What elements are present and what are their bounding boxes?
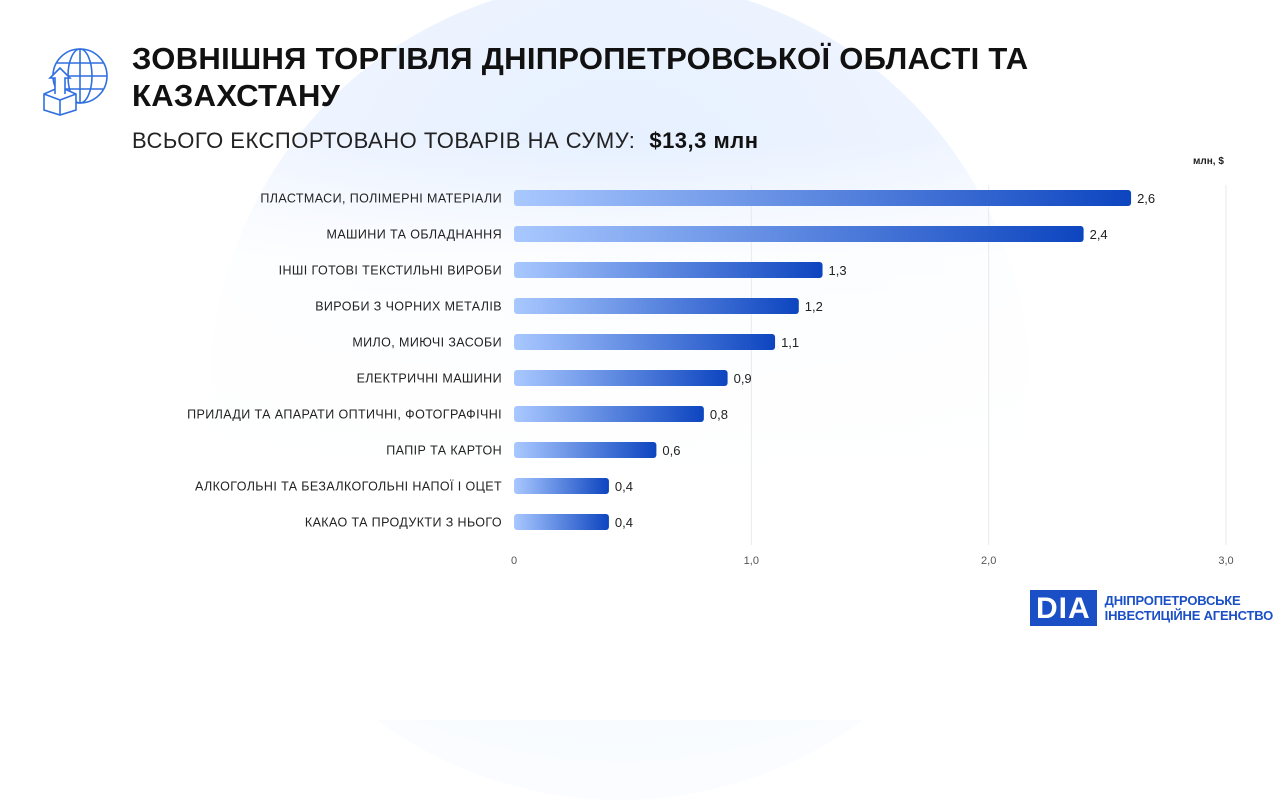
x-tick-label: 1,0 — [744, 555, 759, 567]
category-label: ІНШІ ГОТОВІ ТЕКСТИЛЬНІ ВИРОБИ — [279, 264, 502, 278]
logo-line2: ІНВЕСТИЦІЙНЕ АГЕНСТВО — [1104, 608, 1274, 623]
value-label: 2,4 — [1090, 227, 1108, 242]
category-label: ПАПІР ТА КАРТОН — [386, 444, 502, 458]
subtitle: ВСЬОГО ЕКСПОРТОВАНО ТОВАРІВ НА СУМУ: $13,… — [132, 128, 759, 154]
value-label: 0,9 — [734, 371, 752, 386]
x-tick-label: 2,0 — [981, 555, 996, 567]
value-label: 1,2 — [805, 299, 823, 314]
category-label: АЛКОГОЛЬНІ ТА БЕЗАЛКОГОЛЬНІ НАПОЇ І ОЦЕТ — [195, 480, 502, 494]
bar — [514, 334, 776, 350]
total-export-value: $13,3 млн — [649, 128, 759, 153]
category-label: ПЛАСТМАСИ, ПОЛІМЕРНІ МАТЕРІАЛИ — [260, 192, 502, 206]
value-label: 0,4 — [615, 479, 633, 494]
value-label: 1,3 — [829, 263, 847, 278]
bar — [514, 226, 1084, 242]
value-label: 1,1 — [781, 335, 799, 350]
category-label: ПРИЛАДИ ТА АПАРАТИ ОПТИЧНІ, ФОТОГРАФІЧНІ — [187, 408, 502, 422]
logo-mark: DIA — [1030, 590, 1097, 626]
x-tick-label: 0 — [511, 555, 517, 567]
bar — [514, 298, 799, 314]
x-tick-label: 3,0 — [1218, 555, 1233, 567]
category-label: МИЛО, МИЮЧІ ЗАСОБИ — [352, 336, 502, 350]
page-title: ЗОВНІШНЯ ТОРГІВЛЯ ДНІПРОПЕТРОВСЬКОЇ ОБЛА… — [132, 41, 1029, 113]
logo-text: ДНІПРОПЕТРОВСЬКЕ ІНВЕСТИЦІЙНЕ АГЕНСТВО — [1104, 593, 1274, 623]
category-label: ВИРОБИ З ЧОРНИХ МЕТАЛІВ — [315, 300, 502, 314]
category-label: КАКАО ТА ПРОДУКТИ З НЬОГО — [305, 516, 502, 530]
unit-label: млн, $ — [1193, 156, 1224, 167]
bar — [514, 190, 1132, 206]
bar — [514, 262, 823, 278]
value-label: 0,8 — [710, 407, 728, 422]
bar — [514, 442, 657, 458]
bar-chart: 0 1,0 2,0 3,0 ПЛАСТМАСИ, ПОЛІМЕРНІ МАТЕРІАЛИ… — [187, 185, 1234, 567]
category-label: МАШИНИ ТА ОБЛАДНАННЯ — [327, 228, 503, 242]
globe-export-box-icon — [43, 48, 108, 116]
subtitle-label: ВСЬОГО ЕКСПОРТОВАНО ТОВАРІВ НА СУМУ: — [132, 128, 636, 153]
bar — [514, 406, 704, 422]
logo-line1: ДНІПРОПЕТРОВСЬКЕ — [1104, 593, 1241, 608]
category-label: ЕЛЕКТРИЧНІ МАШИНИ — [357, 372, 502, 386]
bar — [514, 514, 609, 530]
bar — [514, 370, 728, 386]
value-label: 2,6 — [1137, 191, 1155, 206]
bar — [514, 478, 609, 494]
value-label: 0,4 — [615, 515, 633, 530]
value-label: 0,6 — [662, 443, 680, 458]
dia-logo: DIA ДНІПРОПЕТРОВСЬКЕ ІНВЕСТИЦІЙНЕ АГЕНСТВ… — [1030, 590, 1273, 626]
